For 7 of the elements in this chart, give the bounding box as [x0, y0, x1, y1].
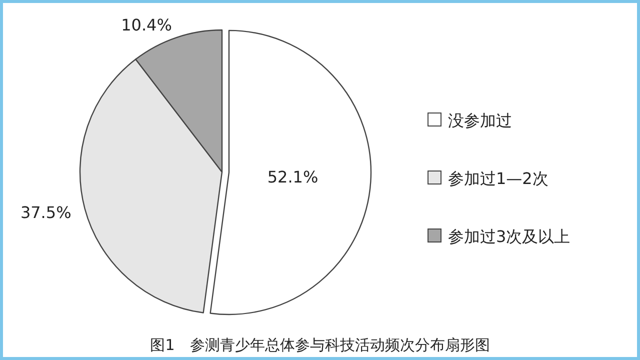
data-label: 52.1%	[267, 168, 318, 187]
data-label: 37.5%	[20, 203, 72, 222]
legend-label: 参加过1—2次	[448, 169, 548, 188]
data-label: 10.4%	[121, 15, 172, 34]
legend-label: 没参加过	[448, 111, 512, 130]
legend-label: 参加过3次及以上	[448, 227, 570, 246]
text: 图1 参测青少年总体参与科技活动频次分布扇形图	[150, 336, 490, 354]
